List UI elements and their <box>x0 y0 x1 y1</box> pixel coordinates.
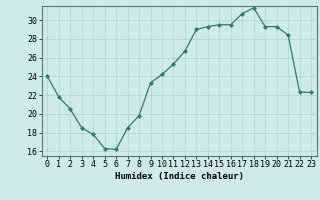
X-axis label: Humidex (Indice chaleur): Humidex (Indice chaleur) <box>115 172 244 181</box>
